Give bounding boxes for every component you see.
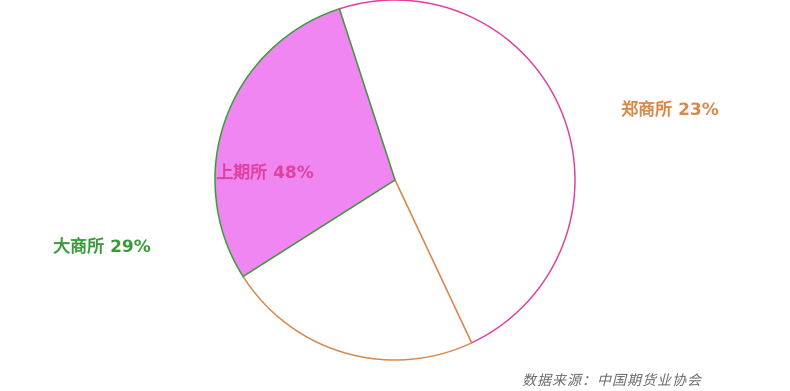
pie-label-shfe: 上期所 48%	[216, 163, 314, 183]
pie-slice-dce	[214, 7, 396, 278]
pie-labels: 上期所 48% 郑商所 23% 大商所 29%	[53, 99, 719, 257]
pie-label-zce: 郑商所 23%	[621, 99, 719, 120]
source-note: 数据来源：中国期货业协会	[522, 373, 702, 389]
pie-label-dce: 大商所 29%	[53, 236, 151, 257]
pie-slice-zce	[241, 178, 473, 361]
pie-slice-shfe	[338, 0, 576, 344]
pie-slices	[214, 0, 576, 361]
